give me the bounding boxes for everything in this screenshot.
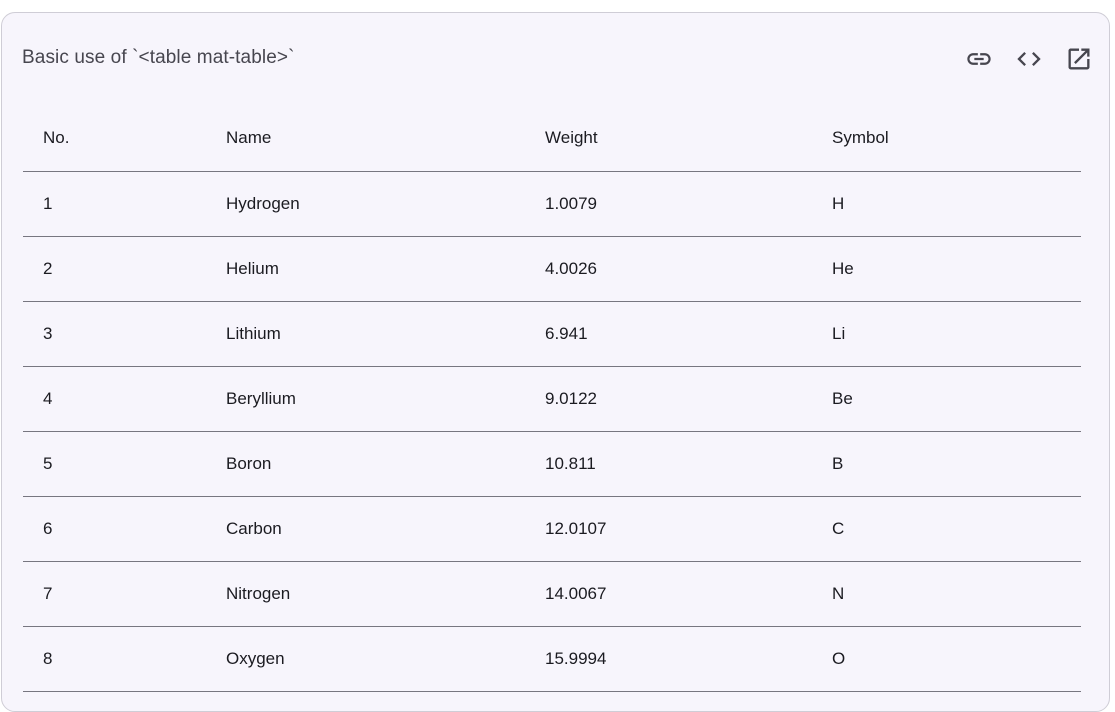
cell-number: 1 [23, 171, 206, 237]
table-header-row: No. Name Weight Symbol [23, 105, 1081, 172]
open-in-new-button[interactable] [1065, 45, 1093, 73]
cell-weight: 6.941 [525, 301, 812, 367]
copy-link-button[interactable] [965, 45, 993, 73]
cell-number: 3 [23, 301, 206, 367]
cell-name: Oxygen [206, 626, 525, 692]
cell-symbol: N [812, 561, 1081, 627]
cell-number: 8 [23, 626, 206, 692]
cell-weight: 1.0079 [525, 171, 812, 237]
code-icon [1017, 52, 1041, 66]
cell-symbol: H [812, 171, 1081, 237]
table-row: 8 Oxygen 15.9994 O [23, 626, 1081, 692]
cell-weight: 4.0026 [525, 236, 812, 302]
table-row: 4 Beryllium 9.0122 Be [23, 366, 1081, 432]
cell-name: Lithium [206, 301, 525, 367]
cell-weight: 10.811 [525, 431, 812, 497]
header-number: No. [23, 105, 206, 172]
cell-weight: 12.0107 [525, 496, 812, 562]
table-row: 7 Nitrogen 14.0067 N [23, 561, 1081, 627]
card-header: Basic use of `<table mat-table>` [22, 45, 1109, 75]
cell-weight: 9.0122 [525, 366, 812, 432]
view-code-button[interactable] [1015, 45, 1043, 73]
header-weight: Weight [525, 105, 812, 172]
cell-symbol: Be [812, 366, 1081, 432]
table-row: 6 Carbon 12.0107 C [23, 496, 1081, 562]
cell-symbol: O [812, 626, 1081, 692]
card-title: Basic use of `<table mat-table>` [22, 47, 295, 68]
cell-name: Hydrogen [206, 171, 525, 237]
link-icon [967, 53, 991, 65]
open-in-new-icon [1068, 48, 1090, 70]
header-symbol: Symbol [812, 105, 1081, 172]
card-actions [965, 45, 1093, 73]
cell-name: Nitrogen [206, 561, 525, 627]
cell-name: Helium [206, 236, 525, 302]
cell-symbol: C [812, 496, 1081, 562]
cell-number: 2 [23, 236, 206, 302]
cell-symbol: Li [812, 301, 1081, 367]
table-row: 3 Lithium 6.941 Li [23, 301, 1081, 367]
table-row: 5 Boron 10.811 B [23, 431, 1081, 497]
table-row: 1 Hydrogen 1.0079 H [23, 171, 1081, 237]
elements-table: No. Name Weight Symbol 1 Hydrogen 1.0079… [23, 105, 1081, 692]
cell-name: Boron [206, 431, 525, 497]
cell-weight: 14.0067 [525, 561, 812, 627]
cell-number: 5 [23, 431, 206, 497]
cell-name: Carbon [206, 496, 525, 562]
cell-symbol: B [812, 431, 1081, 497]
example-card: Basic use of `<table mat-table>` [1, 12, 1110, 712]
table-row: 2 Helium 4.0026 He [23, 236, 1081, 302]
cell-number: 6 [23, 496, 206, 562]
cell-number: 7 [23, 561, 206, 627]
header-name: Name [206, 105, 525, 172]
cell-weight: 15.9994 [525, 626, 812, 692]
cell-name: Beryllium [206, 366, 525, 432]
cell-symbol: He [812, 236, 1081, 302]
cell-number: 4 [23, 366, 206, 432]
